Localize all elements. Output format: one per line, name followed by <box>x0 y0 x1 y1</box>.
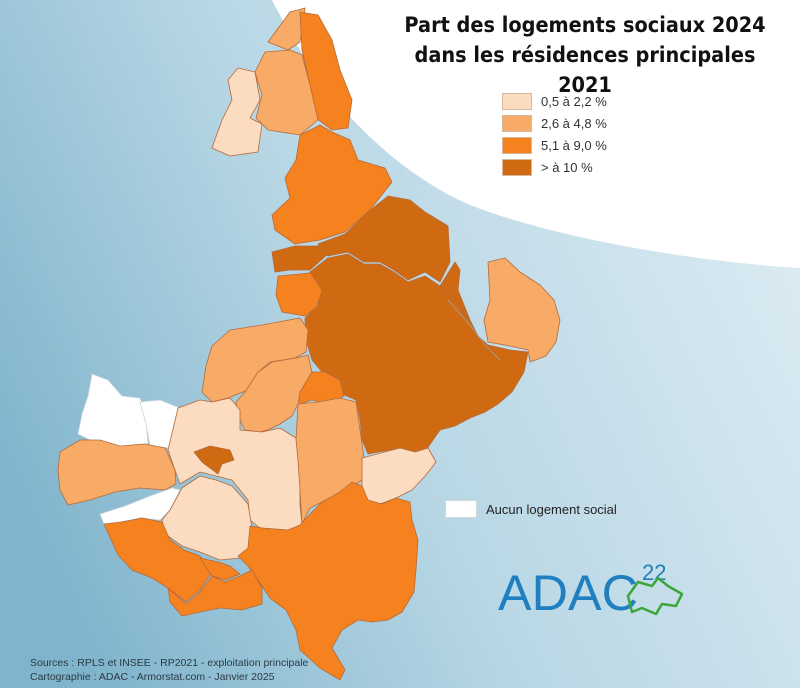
river-line <box>447 299 501 361</box>
commune-17 <box>167 397 303 531</box>
logo-text: ADAC <box>498 565 638 621</box>
adac-logo: ADAC 22 <box>498 560 684 621</box>
commune-12 <box>483 257 561 363</box>
legend-label-class-1: 0,5 à 2,2 % <box>541 93 607 109</box>
legend-no-social-housing: Aucun logement social <box>445 500 617 518</box>
commune-10 <box>439 261 479 337</box>
commune-26 <box>237 481 419 681</box>
legend-row-class-3: 5,1 à 9,0 % <box>502 134 607 156</box>
sources-line-2: Cartographie : ADAC - Armorstat.com - Ja… <box>30 671 275 683</box>
title-line-1: Part des logements sociaux 2024 <box>404 13 766 37</box>
legend-row-class-4: > à 10 % <box>502 156 607 178</box>
legend-swatch-none <box>445 500 477 518</box>
legend-label-class-2: 2,6 à 4,8 % <box>541 115 607 131</box>
commune-3 <box>211 67 263 157</box>
commune-18 <box>193 445 235 475</box>
map-title: Part des logements sociaux 2024 dans les… <box>396 10 773 100</box>
sources-line-1: Sources : RPLS et INSEE - RP2021 - explo… <box>30 657 309 669</box>
legend-row-class-2: 2,6 à 4,8 % <box>502 112 607 134</box>
legend-label-class-4: > à 10 % <box>541 159 593 175</box>
commune-27 <box>167 569 263 617</box>
legend: 0,5 à 2,2 % 2,6 à 4,8 % 5,1 à 9,0 % > à … <box>502 90 607 178</box>
legend-row-class-1: 0,5 à 2,2 % <box>502 90 607 112</box>
legend-swatch-class-3 <box>502 136 532 154</box>
legend-swatch-class-1 <box>502 92 532 110</box>
sources: Sources : RPLS et INSEE - RP2021 - explo… <box>30 656 308 684</box>
communes-group <box>57 7 561 681</box>
title-line-2: dans les résidences principales 2021 <box>414 43 756 97</box>
legend-swatch-class-4 <box>502 158 532 176</box>
departement-outline-icon <box>626 576 684 616</box>
commune-19 <box>57 439 177 506</box>
title-panel <box>272 0 800 268</box>
legend-label-none: Aucun logement social <box>486 501 617 517</box>
commune-5 <box>271 124 393 245</box>
commune-8 <box>317 195 451 283</box>
commune-6 <box>271 245 329 273</box>
legend-swatch-class-2 <box>502 114 532 132</box>
legend-label-class-3: 5,1 à 9,0 % <box>541 137 607 153</box>
